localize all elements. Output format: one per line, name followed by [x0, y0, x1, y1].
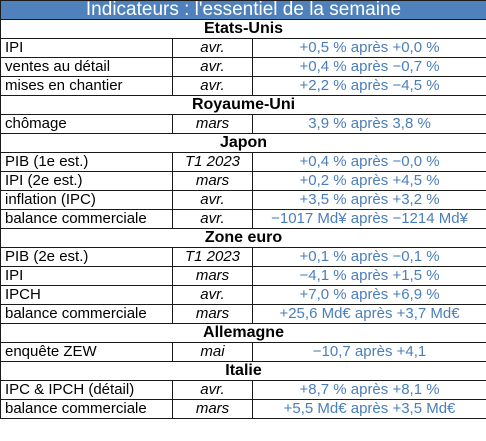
- indicator-cell: inflation (IPC): [0, 190, 173, 210]
- title-row: Indicateurs : l'essentiel de la semaine: [0, 0, 486, 20]
- value-cell: +0,5 % après +0,0 %: [251, 38, 486, 58]
- table-row: IPI mars −4,1 % après +1,5 %: [0, 266, 486, 286]
- indicator-cell: balance commerciale: [0, 399, 173, 419]
- table-row: IPC & IPCH (détail) avr. +8,7 % après +8,1…: [0, 380, 486, 400]
- table-row: IPCH avr. +7,0 % après +6,9 %: [0, 285, 486, 305]
- period-cell: mars: [172, 266, 253, 286]
- section-header-row: Italie: [0, 361, 486, 381]
- indicator-cell: balance commerciale: [0, 304, 173, 324]
- table-title: Indicateurs : l'essentiel de la semaine: [0, 0, 486, 20]
- indicator-cell: chômage: [0, 114, 173, 134]
- table-row: inflation (IPC) avr. +3,5 % après +3,2 %: [0, 190, 486, 210]
- period-cell: avr.: [172, 76, 253, 96]
- section-title: Japon: [0, 133, 486, 153]
- value-cell: −1017 Md¥ après −1214 Md¥: [251, 209, 486, 229]
- period-cell: avr.: [172, 380, 253, 400]
- table-row: chômage mars 3,9 % après 3,8 %: [0, 114, 486, 134]
- period-cell: T1 2023: [172, 152, 253, 172]
- period-cell: mai: [172, 342, 253, 362]
- section-header-row: Royaume-Uni: [0, 95, 486, 115]
- value-cell: +2,2 % après −4,5 %: [251, 76, 486, 96]
- section-title: Etats-Unis: [0, 19, 486, 39]
- indicator-cell: enquête ZEW: [0, 342, 173, 362]
- period-cell: mars: [172, 304, 253, 324]
- period-cell: T1 2023: [172, 247, 253, 267]
- value-cell: +0,4 % après −0,0 %: [251, 152, 486, 172]
- indicator-cell: ventes au détail: [0, 57, 173, 77]
- period-cell: avr.: [172, 285, 253, 305]
- section-title: Italie: [0, 361, 486, 381]
- section-header-row: Japon: [0, 133, 486, 153]
- section-title: Zone euro: [0, 228, 486, 248]
- value-cell: +0,1 % après −0,1 %: [251, 247, 486, 267]
- value-cell: +25,6 Md€ après +3,7 Md€: [251, 304, 486, 324]
- period-cell: mars: [172, 171, 253, 191]
- table-row: IPI (2e est.) mars +0,2 % après +4,5 %: [0, 171, 486, 191]
- period-cell: avr.: [172, 190, 253, 210]
- period-cell: mars: [172, 399, 253, 419]
- indicator-cell: IPI: [0, 38, 173, 58]
- period-cell: avr.: [172, 209, 253, 229]
- indicators-table: Indicateurs : l'essentiel de la semaine …: [0, 0, 486, 419]
- period-cell: avr.: [172, 57, 253, 77]
- value-cell: +5,5 Md€ après +3,5 Md€: [251, 399, 486, 419]
- table-row: balance commerciale mars +25,6 Md€ après +…: [0, 304, 486, 324]
- table-row: enquête ZEW mai −10,7 après +4,1: [0, 342, 486, 362]
- indicator-cell: IPCH: [0, 285, 173, 305]
- table-row: IPI avr. +0,5 % après +0,0 %: [0, 38, 486, 58]
- value-cell: +7,0 % après +6,9 %: [251, 285, 486, 305]
- value-cell: 3,9 % après 3,8 %: [251, 114, 486, 134]
- indicator-cell: IPI: [0, 266, 173, 286]
- indicator-cell: IPI (2e est.): [0, 171, 173, 191]
- section-header-row: Zone euro: [0, 228, 486, 248]
- table-row: mises en chantier avr. +2,2 % après −4,5 %: [0, 76, 486, 96]
- value-cell: +3,5 % après +3,2 %: [251, 190, 486, 210]
- section-header-row: Etats-Unis: [0, 19, 486, 39]
- indicator-cell: PIB (1e est.): [0, 152, 173, 172]
- indicator-cell: balance commerciale: [0, 209, 173, 229]
- value-cell: +0,4 % après −0,7 %: [251, 57, 486, 77]
- table-row: balance commerciale avr. −1017 Md¥ après −…: [0, 209, 486, 229]
- section-title: Allemagne: [0, 323, 486, 343]
- value-cell: +0,2 % après +4,5 %: [251, 171, 486, 191]
- table-row: PIB (2e est.) T1 2023 +0,1 % après −0,1 %: [0, 247, 486, 267]
- table-row: ventes au détail avr. +0,4 % après −0,7 %: [0, 57, 486, 77]
- section-title: Royaume-Uni: [0, 95, 486, 115]
- value-cell: −10,7 après +4,1: [251, 342, 486, 362]
- section-header-row: Allemagne: [0, 323, 486, 343]
- period-cell: mars: [172, 114, 253, 134]
- table-row: balance commerciale mars +5,5 Md€ après +3…: [0, 399, 486, 419]
- indicator-cell: PIB (2e est.): [0, 247, 173, 267]
- table-row: PIB (1e est.) T1 2023 +0,4 % après −0,0 %: [0, 152, 486, 172]
- indicator-cell: IPC & IPCH (détail): [0, 380, 173, 400]
- value-cell: −4,1 % après +1,5 %: [251, 266, 486, 286]
- value-cell: +8,7 % après +8,1 %: [251, 380, 486, 400]
- period-cell: avr.: [172, 38, 253, 58]
- indicator-cell: mises en chantier: [0, 76, 173, 96]
- indicators-table-body: Indicateurs : l'essentiel de la semaine …: [0, 0, 486, 419]
